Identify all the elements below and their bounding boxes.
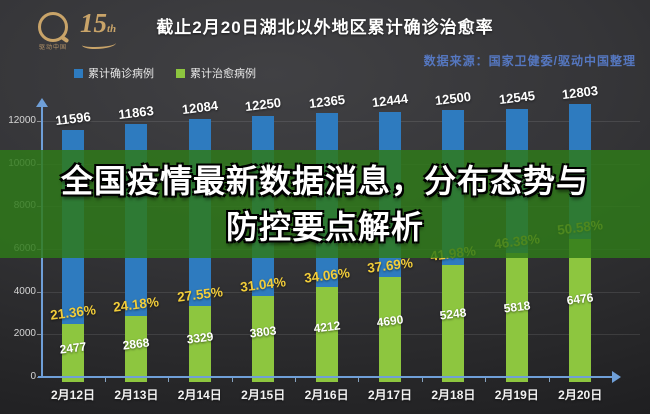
chart-title: 截止2月20日湖北以外地区累计确诊治愈率: [156, 18, 494, 37]
x-tick: [485, 378, 487, 382]
anniversary-badge: 15th: [80, 10, 116, 43]
brand-name: 驱动中国: [38, 45, 67, 51]
x-tick: [104, 378, 106, 382]
legend-label-confirmed: 累计确诊病例: [88, 68, 154, 80]
confirmed-value-label: 12084: [180, 98, 219, 118]
x-tick: [548, 378, 550, 382]
x-axis-line: [38, 376, 612, 378]
anniversary-number: 15: [80, 8, 107, 38]
x-axis-arrow-icon: [612, 371, 621, 383]
gridline: [42, 334, 640, 336]
brand-logo: 驱动中国 15th: [32, 8, 142, 52]
x-axis-label: 2月13日: [114, 388, 159, 402]
headline-overlay: 全国疫情最新数据消息，分布态势与 防控要点解析: [0, 150, 650, 258]
x-tick: [231, 378, 233, 382]
x-tick: [358, 378, 360, 382]
cured-bar: [442, 265, 465, 382]
legend-item-confirmed: 累计确诊病例: [74, 65, 154, 81]
confirmed-value-label: 12803: [561, 82, 600, 103]
headline-line-2: 防控要点解析: [225, 209, 424, 245]
x-tick: [294, 378, 296, 382]
cured-bar: [188, 305, 211, 382]
x-axis-label: 2月19日: [494, 388, 539, 402]
y-tick: [37, 121, 42, 122]
data-source: 数据来源：国家卫健委/驱动中国整理: [423, 54, 636, 68]
x-axis-label: 2月12日: [50, 388, 96, 402]
headline-line-1: 全国疫情最新数据消息，分布态势与: [60, 163, 589, 199]
confirmed-value-label: 12545: [497, 88, 536, 108]
confirmed-value-label: 12250: [244, 94, 283, 114]
x-axis-label: 2月16日: [304, 388, 349, 402]
y-axis-label: 12000: [8, 115, 36, 126]
y-axis-label: 4000: [13, 285, 36, 297]
cured-swatch: [176, 68, 185, 78]
confirmed-swatch: [74, 68, 83, 78]
x-tick: [421, 378, 423, 382]
cured-bar: [505, 252, 528, 382]
y-axis-label: 0: [30, 371, 36, 382]
cured-bar: [379, 276, 401, 382]
y-tick: [37, 291, 42, 293]
cured-bar: [315, 287, 338, 382]
anniversary-suffix: th: [107, 23, 117, 35]
x-axis-label: 2月14日: [177, 388, 222, 402]
cured-bar: [569, 238, 592, 382]
x-axis-label: 2月15日: [241, 388, 286, 402]
brand-logo-icon: [38, 12, 68, 42]
confirmed-value-label: 12365: [307, 92, 346, 112]
x-axis-label: 2月17日: [367, 388, 413, 402]
cured-bar: [252, 295, 275, 382]
y-axis-arrow-icon: [36, 98, 48, 107]
confirmed-value-label: 12444: [371, 90, 409, 110]
y-axis-label: 2000: [13, 328, 36, 340]
legend: 累计确诊病例 累计治愈病例: [74, 65, 256, 81]
gridline: [42, 291, 640, 293]
x-tick: [168, 378, 170, 382]
gridline: [42, 121, 640, 122]
legend-item-cured: 累计治愈病例: [176, 65, 256, 81]
legend-label-cured: 累计治愈病例: [190, 68, 256, 80]
cured-bar: [62, 324, 84, 382]
cured-bar: [125, 315, 148, 382]
logo-swoosh: [82, 39, 116, 49]
x-axis-label: 2月20日: [558, 388, 603, 402]
confirmed-value-label: 11596: [54, 108, 92, 128]
confirmed-value-label: 12500: [434, 89, 473, 109]
x-axis-label: 2月18日: [431, 388, 476, 402]
y-tick: [37, 334, 42, 336]
